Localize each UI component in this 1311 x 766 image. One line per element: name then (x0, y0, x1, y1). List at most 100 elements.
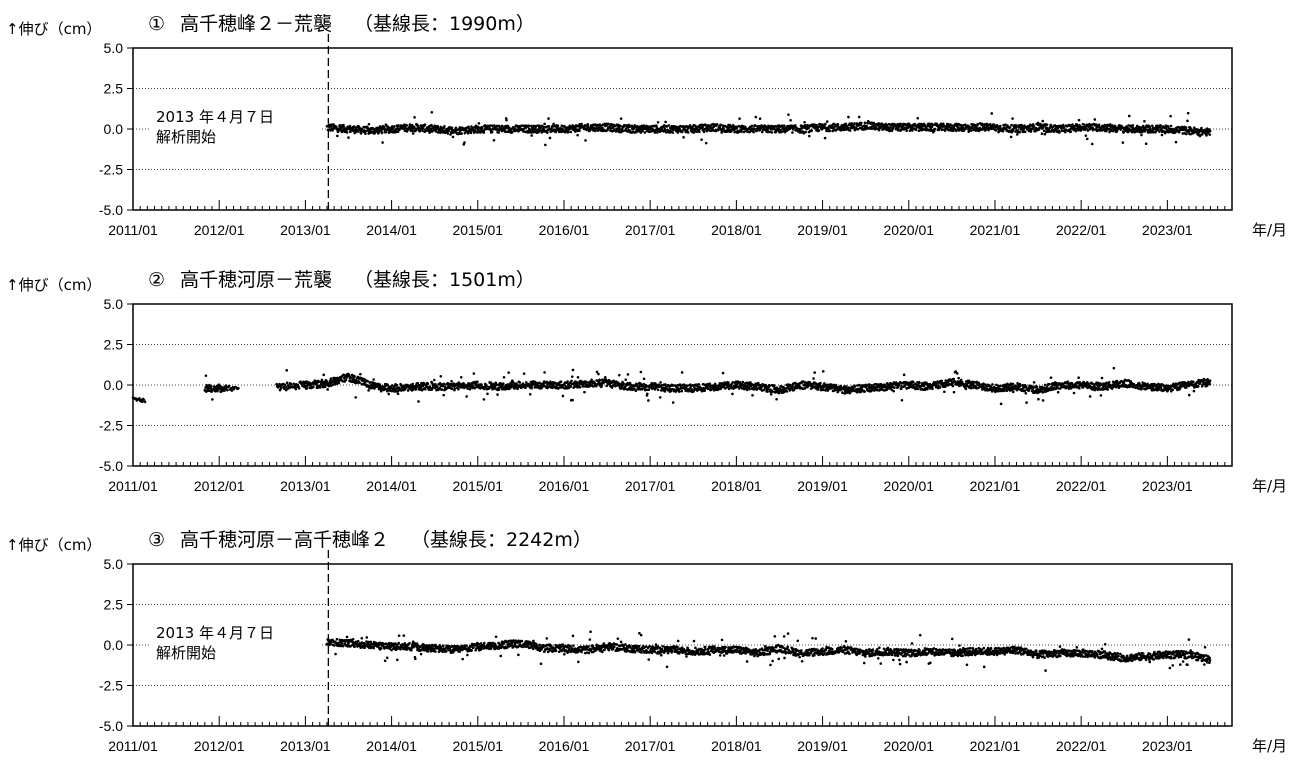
data-point (1011, 390, 1015, 394)
x-tick-label: 2012/01 (194, 222, 245, 238)
data-point (597, 372, 600, 376)
data-point (836, 123, 840, 126)
data-point (769, 392, 773, 396)
data-point (426, 382, 430, 385)
data-point (405, 124, 408, 127)
data-point (563, 124, 566, 128)
data-point (863, 390, 866, 393)
data-point (450, 387, 454, 391)
data-point (569, 385, 573, 388)
data-point (599, 124, 603, 127)
data-point (618, 128, 621, 131)
data-point (408, 123, 412, 126)
data-point (1019, 127, 1023, 131)
data-point (750, 124, 754, 128)
data-point (698, 130, 701, 134)
data-point (1077, 376, 1080, 380)
data-point (598, 378, 602, 382)
data-point (1200, 126, 1203, 130)
data-point (421, 129, 424, 133)
data-point (1186, 119, 1189, 123)
data-point (1084, 127, 1088, 131)
data-point (556, 124, 560, 128)
data-point (859, 123, 862, 127)
data-point (957, 376, 960, 380)
data-point (954, 129, 958, 133)
data-point (959, 378, 963, 382)
data-point (292, 382, 296, 386)
data-point (440, 126, 443, 129)
x-tick-label: 2013/01 (280, 222, 331, 238)
data-point (345, 131, 349, 134)
data-point (752, 130, 755, 134)
data-point (504, 130, 507, 134)
data-point (226, 388, 229, 392)
data-point (633, 124, 637, 127)
data-point (680, 371, 684, 374)
data-point (548, 136, 552, 140)
data-point (450, 379, 453, 383)
data-point (366, 379, 369, 383)
data-point (1037, 397, 1040, 401)
y-tick-label: 5.0 (104, 40, 124, 56)
data-point (571, 368, 575, 372)
data-point (384, 130, 388, 134)
data-point (766, 390, 769, 393)
data-point (600, 384, 603, 388)
data-point (472, 372, 476, 375)
data-point (659, 381, 662, 384)
data-point (738, 117, 741, 120)
data-point (584, 139, 587, 142)
data-point (359, 372, 362, 376)
data-point (1200, 133, 1204, 136)
panel-number-marker: ① (148, 13, 165, 35)
data-point (624, 378, 628, 381)
data-point (386, 383, 389, 387)
data-point (337, 381, 341, 385)
data-point (856, 128, 860, 131)
data-point (847, 115, 850, 119)
data-point (628, 129, 632, 132)
data-point (348, 124, 352, 128)
data-point (1174, 140, 1178, 144)
data-point (879, 125, 883, 129)
data-point (482, 131, 486, 134)
data-point (1143, 119, 1146, 123)
data-point (1015, 133, 1019, 136)
data-point (821, 370, 825, 373)
data-point (496, 393, 499, 396)
data-point (569, 130, 573, 134)
data-point (635, 130, 639, 133)
data-point (508, 126, 511, 130)
data-point (1082, 123, 1086, 126)
data-point (964, 127, 967, 131)
data-point (334, 125, 338, 128)
data-point (1091, 382, 1094, 386)
data-point (844, 385, 848, 388)
data-point (1073, 124, 1076, 128)
data-point (367, 122, 371, 126)
data-point (440, 388, 444, 391)
data-point (482, 398, 486, 401)
data-point (1024, 385, 1028, 389)
data-point (1049, 376, 1053, 379)
data-point (237, 386, 240, 390)
data-point (999, 384, 1002, 388)
data-point (570, 379, 573, 383)
data-point (860, 121, 863, 125)
data-point (497, 131, 500, 134)
data-point (1088, 395, 1092, 398)
data-point (476, 380, 479, 384)
data-point (423, 123, 427, 126)
data-point (639, 370, 643, 374)
data-point (732, 124, 735, 128)
data-point (342, 123, 345, 127)
data-point (601, 126, 604, 129)
data-point (656, 120, 660, 124)
data-point (480, 126, 484, 130)
data-point (731, 392, 734, 396)
data-point (1093, 118, 1097, 121)
data-point (754, 124, 757, 127)
data-point (787, 113, 790, 116)
x-tick-label: 2022/01 (1056, 222, 1107, 238)
